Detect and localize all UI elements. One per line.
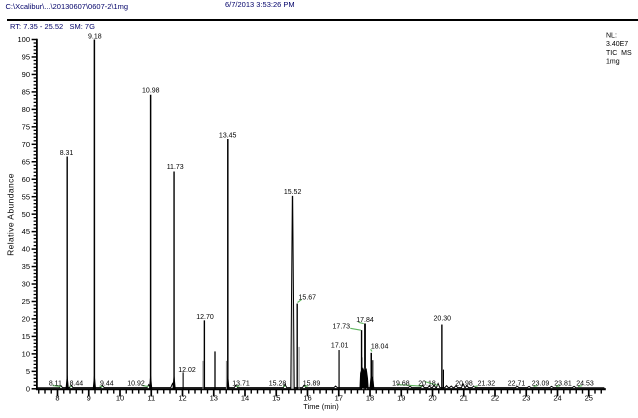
svg-text:17.73: 17.73 bbox=[333, 323, 351, 330]
svg-text:100: 100 bbox=[17, 35, 30, 44]
svg-text:18: 18 bbox=[366, 394, 374, 403]
svg-text:40: 40 bbox=[22, 245, 30, 254]
svg-text:24: 24 bbox=[553, 394, 561, 403]
svg-text:22: 22 bbox=[491, 394, 499, 403]
svg-text:15.89: 15.89 bbox=[303, 380, 321, 387]
svg-text:35: 35 bbox=[22, 262, 30, 271]
svg-text:Relative Abundance: Relative Abundance bbox=[6, 173, 16, 256]
svg-text:45: 45 bbox=[22, 227, 30, 236]
svg-text:15: 15 bbox=[22, 332, 30, 341]
svg-text:90: 90 bbox=[22, 70, 30, 79]
svg-text:8.44: 8.44 bbox=[70, 380, 84, 387]
svg-text:25: 25 bbox=[585, 394, 593, 403]
svg-text:22.71: 22.71 bbox=[508, 380, 526, 387]
svg-text:21.32: 21.32 bbox=[478, 380, 496, 387]
svg-text:20.98: 20.98 bbox=[455, 380, 473, 387]
svg-text:17: 17 bbox=[335, 394, 343, 403]
svg-text:25: 25 bbox=[22, 297, 30, 306]
svg-text:10: 10 bbox=[116, 394, 124, 403]
svg-text:1mg: 1mg bbox=[606, 59, 620, 66]
svg-text:23.09: 23.09 bbox=[532, 380, 550, 387]
svg-text:20.18: 20.18 bbox=[418, 380, 436, 387]
svg-text:8: 8 bbox=[55, 394, 59, 403]
svg-text:0: 0 bbox=[26, 384, 30, 393]
svg-text:16: 16 bbox=[303, 394, 311, 403]
svg-text:12: 12 bbox=[178, 394, 186, 403]
svg-text:20: 20 bbox=[428, 394, 436, 403]
svg-text:9.44: 9.44 bbox=[100, 380, 114, 387]
svg-text:10.92: 10.92 bbox=[127, 380, 145, 387]
svg-text:15.52: 15.52 bbox=[284, 189, 302, 196]
svg-text:14: 14 bbox=[241, 394, 249, 403]
svg-text:23.81: 23.81 bbox=[554, 380, 572, 387]
svg-text:24.53: 24.53 bbox=[576, 380, 594, 387]
svg-text:17.84: 17.84 bbox=[356, 317, 374, 324]
svg-text:8.11: 8.11 bbox=[49, 380, 62, 387]
svg-text:13: 13 bbox=[210, 394, 218, 403]
svg-text:15: 15 bbox=[272, 394, 280, 403]
svg-text:3.40E7: 3.40E7 bbox=[606, 41, 628, 48]
svg-text:95: 95 bbox=[22, 53, 30, 62]
svg-text:85: 85 bbox=[22, 88, 30, 97]
svg-text:65: 65 bbox=[22, 157, 30, 166]
svg-text:17.01: 17.01 bbox=[331, 343, 349, 350]
svg-text:10: 10 bbox=[22, 349, 30, 358]
svg-text:30: 30 bbox=[22, 280, 30, 289]
svg-text:21: 21 bbox=[460, 394, 468, 403]
svg-text:20: 20 bbox=[22, 315, 30, 324]
svg-text:18.04: 18.04 bbox=[371, 343, 389, 350]
svg-text:Time (min): Time (min) bbox=[303, 402, 339, 411]
svg-text:12.70: 12.70 bbox=[196, 314, 214, 321]
svg-text:12.02: 12.02 bbox=[178, 367, 196, 374]
svg-text:19.68: 19.68 bbox=[392, 380, 410, 387]
svg-text:50: 50 bbox=[22, 210, 30, 219]
svg-text:9.18: 9.18 bbox=[88, 33, 102, 40]
svg-text:70: 70 bbox=[22, 140, 30, 149]
svg-text:8.31: 8.31 bbox=[60, 150, 74, 157]
svg-text:55: 55 bbox=[22, 192, 30, 201]
svg-text:11.73: 11.73 bbox=[167, 164, 184, 171]
svg-text:20.30: 20.30 bbox=[434, 315, 452, 322]
svg-text:11: 11 bbox=[147, 394, 155, 403]
svg-text:5: 5 bbox=[26, 367, 30, 376]
svg-text:80: 80 bbox=[22, 105, 30, 114]
svg-text:10.98: 10.98 bbox=[142, 88, 160, 95]
svg-text:13.45: 13.45 bbox=[219, 132, 237, 139]
svg-text:60: 60 bbox=[22, 175, 30, 184]
svg-text:15.67: 15.67 bbox=[299, 294, 317, 301]
svg-text:NL:: NL: bbox=[606, 32, 617, 39]
svg-text:75: 75 bbox=[22, 122, 30, 131]
svg-text:9: 9 bbox=[87, 394, 91, 403]
svg-text:15.28: 15.28 bbox=[269, 380, 287, 387]
svg-text:13.71: 13.71 bbox=[232, 380, 250, 387]
svg-text:19: 19 bbox=[397, 394, 405, 403]
svg-text:23: 23 bbox=[522, 394, 530, 403]
svg-text:TIC MS: TIC MS bbox=[606, 50, 632, 57]
